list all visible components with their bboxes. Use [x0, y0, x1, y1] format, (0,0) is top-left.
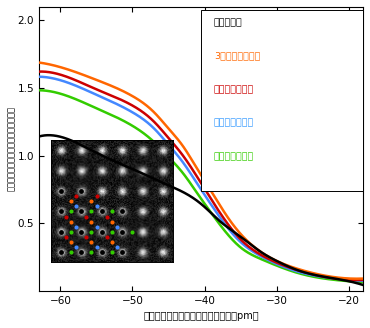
- Text: 3つの原子の間で: 3つの原子の間で: [214, 52, 260, 61]
- Y-axis label: 電気伝導度（量子化伝導度で規格化）: 電気伝導度（量子化伝導度で規格化）: [7, 106, 16, 191]
- Text: ２層目の原子無: ２層目の原子無: [214, 119, 254, 128]
- Text: ２つの原子の間: ２つの原子の間: [214, 152, 254, 161]
- FancyBboxPatch shape: [201, 10, 363, 191]
- Text: ２層目の原子有: ２層目の原子有: [214, 85, 254, 94]
- X-axis label: 探針・基板間の距離（相対値、単位pm）: 探針・基板間の距離（相対値、単位pm）: [143, 311, 259, 321]
- Text: 原子の直上: 原子の直上: [214, 18, 243, 27]
